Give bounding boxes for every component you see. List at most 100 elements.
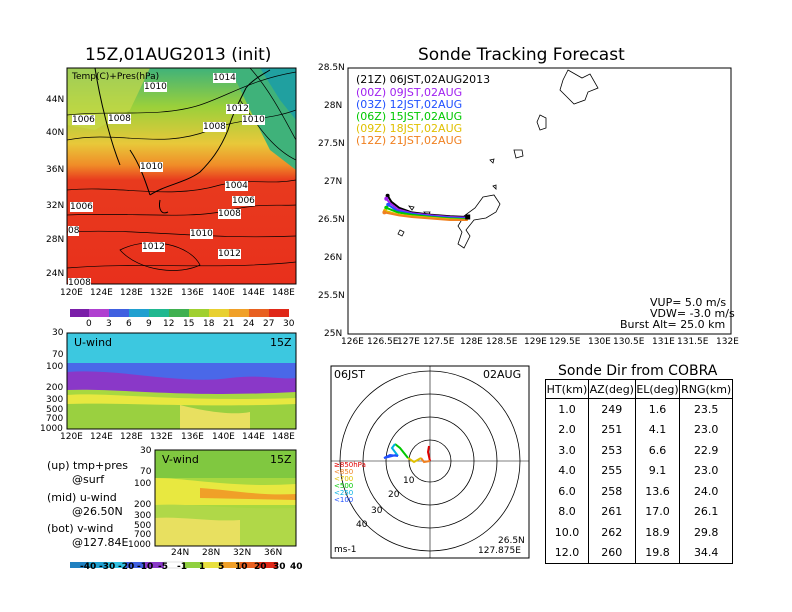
level-legend-entry: <500	[334, 482, 354, 490]
lon-tick-132e: 132E	[150, 288, 173, 298]
vwind-pressure-tick: 500	[134, 521, 152, 531]
hodograph	[330, 365, 530, 559]
table-row: 4.0 255 9.1 23.0	[545, 460, 733, 481]
wind-colorbar-tick: 40	[290, 562, 303, 572]
pressure-tick: 70	[52, 350, 64, 360]
wind-colorbar-tick: 1	[199, 562, 206, 572]
temp-colorbar-tick: 0	[86, 319, 92, 329]
table-cell: 26.1	[679, 501, 733, 522]
isobar-label: 08	[68, 226, 80, 236]
uwind-lon-tick: 120E	[60, 432, 83, 442]
level-legend-entry: <700	[334, 475, 354, 483]
table-cell: 6.6	[634, 440, 681, 461]
table-cell: 4.0	[545, 460, 589, 481]
track-lat-tick: 27.5N	[318, 139, 345, 149]
table-cell: 12.0	[545, 542, 589, 564]
legend-line: (up) tmp+pres	[47, 459, 129, 472]
cobra-col-header: RNG(km)	[679, 379, 733, 399]
wind-colorbar-tick: 5	[218, 562, 225, 572]
isobar-label: 1004	[225, 181, 248, 191]
table-cell: 260	[587, 542, 636, 564]
isobar-label: 1008	[218, 209, 241, 219]
pressure-tick: 100	[46, 362, 64, 372]
level-legend-entry: <250	[334, 489, 354, 497]
legend-line: @26.50N	[72, 505, 123, 518]
lon-tick-140e: 140E	[212, 288, 235, 298]
temperature-map	[66, 67, 297, 285]
isobar-label: 1014	[213, 73, 236, 83]
tracking-legend-entry: (06Z) 15JST,02AUG	[356, 110, 463, 123]
track-lat-tick: 26N	[324, 253, 343, 263]
vwind-pressure-tick: 200	[134, 500, 152, 510]
track-lon-tick: 127.5E	[423, 337, 455, 347]
temp-colorbar-tick: 27	[263, 319, 275, 329]
table-row: 12.0 260 19.8 34.4	[545, 542, 733, 564]
wind-colorbar-tick: -40	[80, 562, 97, 572]
hodograph-lon: 127.875E	[478, 546, 521, 556]
uwind-lon-tick: 136E	[181, 432, 204, 442]
hodograph-units: ms-1	[334, 545, 357, 555]
lat-tick-24n: 24N	[46, 269, 65, 279]
vwind-pressure-tick: 100	[134, 479, 152, 489]
vwind-pressure-tick: 300	[134, 511, 152, 521]
table-cell: 8.0	[545, 501, 589, 522]
lat-tick-40n: 40N	[46, 128, 65, 138]
vwind-lat-tick: 32N	[233, 548, 252, 558]
wind-colorbar-tick: -10	[137, 562, 154, 572]
table-cell: 262	[587, 522, 636, 543]
map-field-label: Temp(C)+Pres(hPa)	[72, 72, 160, 82]
table-cell: 4.1	[634, 419, 681, 440]
track-lon-tick: 128.5E	[486, 337, 518, 347]
legend-line: (bot) v-wind	[47, 522, 114, 535]
temp-colorbar-tick: 12	[163, 319, 175, 329]
isobar-label: 1012	[226, 104, 249, 114]
cobra-table: HT(km) AZ(deg) EL(deg) RNG(km) 1.0 249 1.6…	[545, 379, 733, 564]
wind-colorbar-tick: -1	[177, 562, 187, 572]
cobra-header-row: HT(km) AZ(deg) EL(deg) RNG(km)	[545, 379, 733, 399]
pressure-tick: 200	[46, 383, 64, 393]
left-panel-title: 15Z,01AUG2013 (init)	[85, 45, 272, 65]
legend-line: @127.84E	[72, 536, 129, 549]
lon-tick-144e: 144E	[242, 288, 265, 298]
table-cell: 249	[587, 398, 636, 420]
wind-colorbar-tick: -20	[118, 562, 135, 572]
tracking-map	[347, 67, 732, 335]
ring-label: 40	[356, 520, 368, 530]
uwind-label: U-wind	[74, 336, 113, 349]
temp-colorbar	[70, 309, 289, 317]
level-legend: ≥850hPa <850 <700 <500 <250 <100	[334, 462, 366, 504]
table-cell: 23.0	[679, 460, 733, 481]
table-cell: 261	[587, 501, 636, 522]
table-cell: 23.0	[679, 419, 733, 440]
isobar-label: 1006	[72, 115, 95, 125]
table-cell: 1.0	[545, 398, 589, 420]
lon-tick-120e: 120E	[60, 288, 83, 298]
vwind-section	[154, 449, 297, 547]
vwind-lat-tick: 28N	[202, 548, 221, 558]
isobar-label: 1008	[68, 278, 91, 288]
isobar-label: 1010	[144, 82, 167, 92]
hodograph-lat: 26.5N	[498, 536, 525, 546]
lon-tick-128e: 128E	[120, 288, 143, 298]
ring-label: 20	[388, 490, 400, 500]
table-cell: 19.8	[634, 542, 681, 564]
hodograph-trace	[383, 443, 431, 464]
uwind-lon-tick: 124E	[90, 432, 113, 442]
vwind-pressure-tick: 70	[140, 467, 152, 477]
track-lon-tick: 129.5E	[549, 337, 581, 347]
pressure-tick: 700	[46, 414, 64, 424]
wind-colorbar-tick: -30	[99, 562, 116, 572]
track-lat-tick: 25N	[324, 329, 343, 339]
param-burst-alt: Burst Alt= 25.0 km	[620, 318, 726, 331]
cobra-table-body: 1.0 249 1.6 23.5 2.0 251 4.1 23.0 3.0 253 6.6 22.9 4…	[545, 398, 733, 564]
lat-tick-36n: 36N	[46, 165, 65, 175]
track-lat-tick: 28N	[324, 101, 343, 111]
track-lat-tick: 25.5N	[318, 291, 345, 301]
wind-colorbar-tick: 10	[235, 562, 248, 572]
track-endpoint	[386, 202, 391, 207]
table-cell: 17.0	[634, 501, 681, 522]
uwind-time: 15Z	[270, 336, 292, 349]
track-lat-tick: 28.5N	[318, 63, 345, 73]
track-endpoint	[385, 193, 390, 198]
cobra-col-header: EL(deg)	[634, 379, 681, 399]
